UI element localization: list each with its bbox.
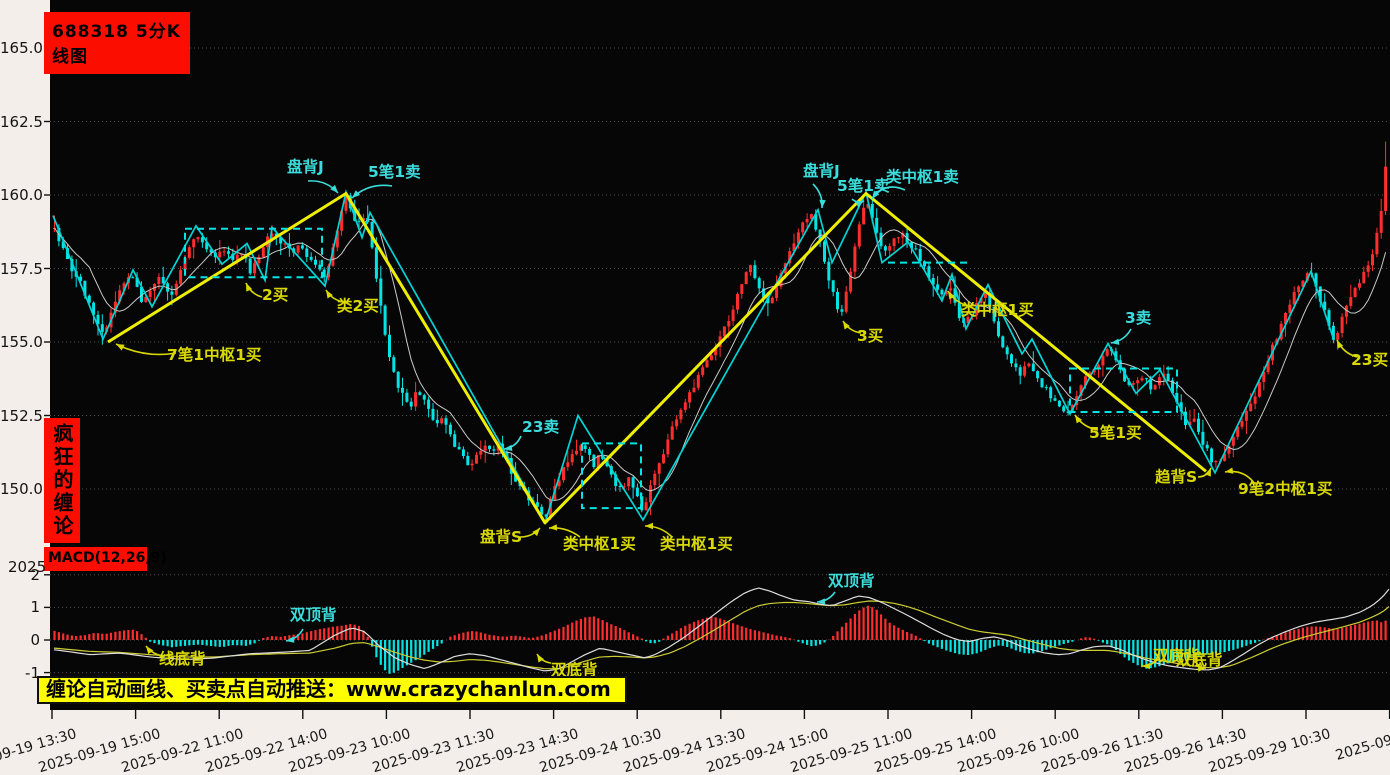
chart-annotation: 双顶背 (290, 605, 337, 624)
chart-annotation: 3卖 (1125, 309, 1152, 327)
promo-banner: 缠论自动画线、买卖点自动推送：www.crazychanlun.com (37, 676, 627, 704)
chart-annotation: 类2买 (337, 296, 379, 315)
macd-axis-label: -1 (25, 663, 40, 682)
chart-annotation: 5笔1买 (1089, 423, 1142, 442)
chart-annotation: 双顶背 (828, 571, 875, 590)
price-axis-label: 150.0 (0, 480, 43, 498)
gridlines (44, 47, 1390, 674)
watermark-box: 疯狂的缠论 (44, 418, 80, 543)
macd-axis-label: 2 (30, 565, 40, 584)
chart-annotation: 类中枢1买 (563, 534, 636, 553)
watermark-text: 疯狂的缠论 (50, 423, 74, 538)
symbol-title-badge: 688318 5分K线图 (44, 12, 190, 74)
chan-segment-lines (107, 192, 1207, 525)
chart-annotation: 类中枢1买 (660, 534, 733, 553)
chart-annotation: 3买 (857, 327, 883, 345)
chan-pivot-boxes (184, 227, 1178, 510)
chart-annotation: 双底背 (1176, 650, 1223, 669)
chart-annotation: 盘背S (480, 527, 522, 546)
chart-annotation: 9笔2中枢1买 (1238, 479, 1332, 498)
chart-annotation: 双底背 (1153, 646, 1200, 665)
chart-annotation: 线底背 (159, 649, 206, 668)
chart-annotation: 类中枢1卖 (886, 167, 959, 186)
price-axis-label: 165.0 (0, 39, 43, 57)
macd-indicator-label: MACD(12,26,9) (44, 547, 167, 571)
chart-annotation: 5笔1卖 (837, 176, 890, 195)
price-axis-label: 162.5 (0, 112, 43, 131)
price-axis-label: 155.0 (0, 333, 43, 351)
macd-axis-label: 1 (30, 598, 40, 617)
axis-ticks (51, 710, 1390, 719)
price-axis-label: 157.5 (0, 259, 43, 278)
chart-annotation: 5笔1卖 (368, 162, 421, 181)
macd-histogram (53, 605, 1387, 674)
price-axis-label: 160.0 (0, 186, 43, 204)
year-label: 2025 (8, 558, 47, 576)
chart-annotation: 2买 (262, 286, 288, 304)
chart-annotation: 23买 (1351, 351, 1388, 369)
moving-average-line (54, 218, 1387, 501)
price-axis-label: 152.5 (0, 406, 43, 425)
macd-lines (53, 587, 1390, 672)
chart-annotation: 7笔1中枢1买 (167, 345, 261, 364)
chart-annotation: 双底背 (551, 660, 598, 679)
chart-annotation: 盘背J (803, 161, 840, 180)
chart-annotation: 类中枢1买 (961, 300, 1034, 319)
chart-annotation: 23卖 (522, 418, 560, 436)
chart-annotation: 盘背J (287, 157, 324, 176)
chart-annotation: 趋背S (1155, 467, 1197, 486)
macd-axis-label: 0 (30, 631, 40, 649)
